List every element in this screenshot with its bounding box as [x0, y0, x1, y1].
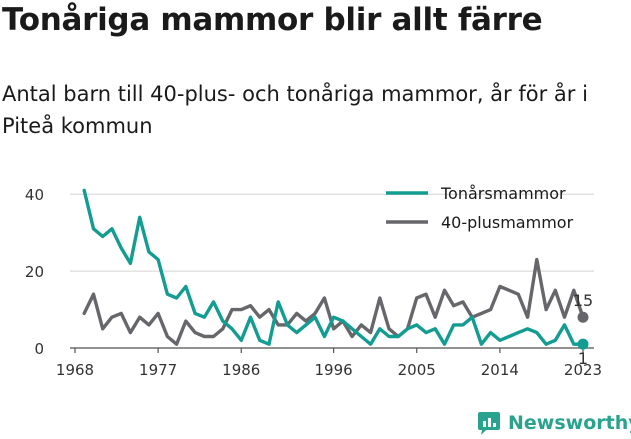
- series-lines: 15 1: [82, 188, 593, 368]
- x-tick-label: 1968: [56, 361, 94, 379]
- end-point-teen: [577, 338, 589, 350]
- brand-logo: Newsworthy: [476, 409, 631, 437]
- x-tick-label: 2023: [564, 361, 602, 379]
- series-line-teen: [82, 188, 585, 346]
- x-tick-label: 2014: [481, 361, 519, 379]
- y-tick-label: 20: [25, 263, 44, 281]
- end-value-label-teen: 1: [578, 349, 588, 368]
- x-tick-label: 1986: [222, 361, 260, 379]
- series-line-forty-plus: [82, 257, 585, 346]
- end-value-label-forty-plus: 15: [573, 291, 593, 310]
- y-axis-ticks: 0 20 40: [25, 186, 44, 358]
- legend-label-teen: Tonårsmammor: [440, 184, 566, 203]
- newsworthy-logo-icon: [478, 412, 500, 435]
- x-axis-ticks: 1968 1977 1986 1996 2005 2014 2023: [56, 347, 602, 379]
- chart-subtitle: Antal barn till 40-plus- och tonåriga ma…: [2, 82, 588, 138]
- chart-title: Tonåriga mammor blir allt färre: [2, 2, 543, 38]
- y-tick-label: 0: [34, 340, 44, 358]
- brand-name: Newsworthy: [508, 412, 631, 434]
- y-tick-label: 40: [25, 186, 44, 204]
- x-tick-label: 2005: [398, 361, 436, 379]
- legend: Tonårsmammor 40-plusmammor: [386, 184, 574, 232]
- legend-label-forty-plus: 40-plusmammor: [441, 213, 574, 232]
- x-tick-label: 1996: [315, 361, 353, 379]
- end-point-forty-plus: [577, 311, 589, 323]
- x-tick-label: 1977: [139, 361, 177, 379]
